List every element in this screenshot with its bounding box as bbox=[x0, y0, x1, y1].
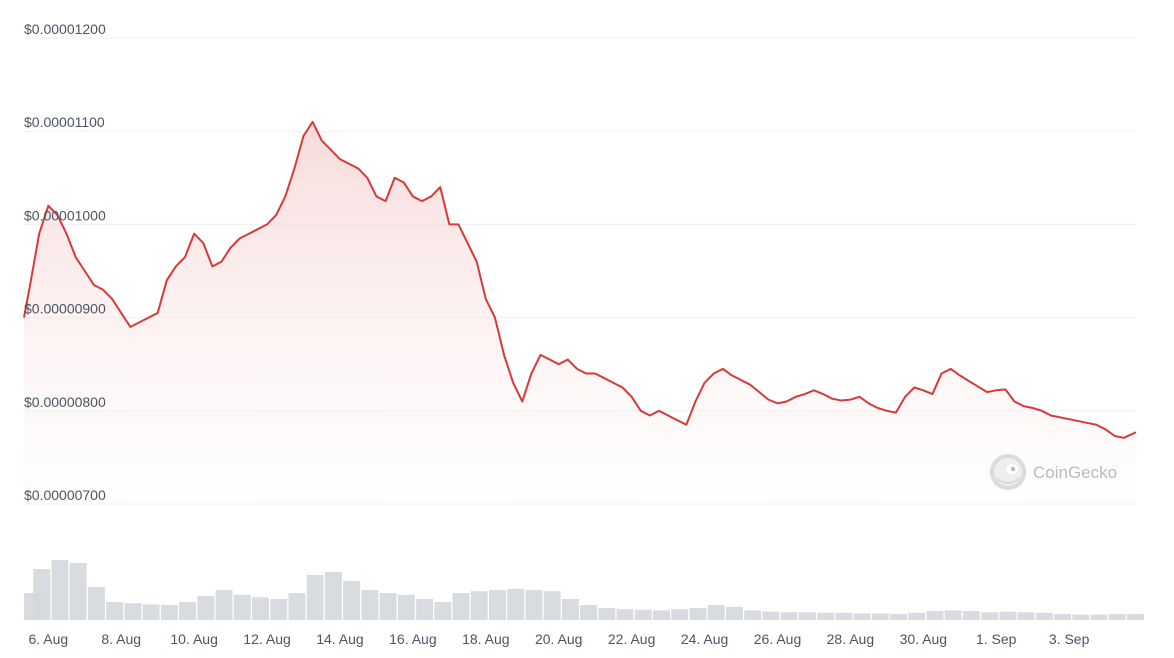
volume-bar bbox=[233, 594, 251, 620]
y-axis-ticks: $0.00001200 $0.00001100 $0.00001000 $0.0000… bbox=[24, 21, 106, 503]
x-tick-label: 16. Aug bbox=[389, 631, 437, 647]
volume-bar bbox=[653, 610, 671, 620]
volume-bar bbox=[507, 588, 525, 620]
volume-bar bbox=[343, 581, 361, 620]
volume-bar bbox=[270, 599, 288, 620]
x-tick-label: 1. Sep bbox=[976, 631, 1017, 647]
volume-bar bbox=[106, 602, 124, 620]
volume-bar bbox=[452, 593, 470, 620]
volume-bar bbox=[1072, 614, 1090, 620]
volume-bar bbox=[853, 613, 871, 620]
volume-bar bbox=[616, 609, 634, 620]
y-tick-label: $0.00001000 bbox=[24, 207, 106, 223]
volume-bar bbox=[871, 613, 889, 620]
volume-bar bbox=[197, 596, 215, 620]
x-tick-label: 10. Aug bbox=[170, 631, 218, 647]
volume-bar bbox=[215, 590, 233, 620]
volume-bar bbox=[981, 612, 999, 620]
x-tick-label: 22. Aug bbox=[608, 631, 656, 647]
volume-bar bbox=[397, 594, 415, 620]
volume-bar bbox=[762, 611, 780, 620]
volume-bar bbox=[634, 609, 652, 620]
y-tick-label: $0.00001200 bbox=[24, 21, 106, 37]
volume-bar bbox=[1127, 614, 1144, 620]
volume-bar bbox=[1035, 612, 1053, 620]
volume-bar bbox=[69, 563, 87, 620]
coingecko-logo-icon bbox=[990, 454, 1026, 490]
price-line bbox=[23, 120, 1137, 439]
volume-bar bbox=[689, 608, 707, 620]
volume-bar bbox=[962, 611, 980, 620]
coingecko-watermark: CoinGecko bbox=[990, 454, 1117, 490]
volume-bars bbox=[24, 560, 1144, 620]
x-tick-label: 26. Aug bbox=[754, 631, 802, 647]
volume-bar bbox=[580, 605, 598, 620]
volume-bar bbox=[725, 606, 743, 620]
volume-bar bbox=[671, 609, 689, 620]
volume-bar bbox=[999, 611, 1017, 620]
watermark-text: CoinGecko bbox=[1033, 463, 1117, 482]
volume-bar bbox=[306, 575, 324, 620]
volume-bar bbox=[87, 587, 105, 620]
volume-bar bbox=[525, 590, 543, 620]
volume-bar bbox=[798, 612, 816, 620]
volume-bar bbox=[434, 602, 452, 620]
volume-bar bbox=[890, 614, 907, 620]
price-area-fill bbox=[24, 121, 1136, 504]
volume-bar bbox=[160, 605, 178, 620]
volume-bar bbox=[598, 608, 616, 620]
volume-bar bbox=[142, 604, 160, 620]
volume-bar bbox=[288, 593, 306, 620]
y-tick-label: $0.00000700 bbox=[24, 487, 106, 503]
y-tick-label: $0.00001100 bbox=[24, 114, 105, 130]
volume-bar bbox=[470, 591, 488, 620]
x-tick-label: 14. Aug bbox=[316, 631, 364, 647]
x-tick-label: 18. Aug bbox=[462, 631, 510, 647]
volume-bar bbox=[1090, 614, 1108, 620]
volume-bar bbox=[780, 612, 798, 620]
volume-bar bbox=[488, 590, 506, 620]
volume-bar bbox=[1108, 614, 1126, 620]
x-tick-label: 28. Aug bbox=[827, 631, 875, 647]
volume-bar bbox=[416, 599, 434, 620]
volume-bar bbox=[33, 569, 51, 620]
x-axis-ticks: 6. Aug 8. Aug 10. Aug 12. Aug 14. Aug 16. Aug… bbox=[28, 631, 1089, 647]
x-tick-label: 12. Aug bbox=[243, 631, 291, 647]
volume-bar bbox=[835, 612, 853, 620]
volume-bar bbox=[908, 612, 926, 620]
volume-bar bbox=[179, 602, 197, 620]
x-tick-label: 6. Aug bbox=[28, 631, 68, 647]
x-tick-label: 30. Aug bbox=[900, 631, 948, 647]
x-tick-label: 24. Aug bbox=[681, 631, 729, 647]
volume-bar bbox=[707, 605, 725, 620]
volume-bar bbox=[561, 599, 579, 620]
price-area bbox=[24, 121, 1136, 504]
volume-bar bbox=[1054, 614, 1072, 620]
volume-bar bbox=[124, 603, 142, 620]
volume-bar bbox=[543, 591, 561, 620]
x-tick-label: 3. Sep bbox=[1049, 631, 1090, 647]
x-tick-label: 20. Aug bbox=[535, 631, 583, 647]
price-series bbox=[23, 120, 1137, 439]
volume-bar bbox=[361, 590, 379, 620]
volume-bar bbox=[926, 611, 944, 620]
volume-bar bbox=[744, 610, 762, 620]
y-tick-label: $0.00000800 bbox=[24, 394, 106, 410]
x-tick-label: 8. Aug bbox=[101, 631, 141, 647]
volume-bar bbox=[252, 597, 269, 620]
volume-bar bbox=[379, 593, 397, 620]
volume-bar bbox=[51, 560, 69, 620]
volume-bar bbox=[1017, 612, 1035, 620]
y-tick-label: $0.00000900 bbox=[24, 301, 106, 317]
volume-bar bbox=[817, 612, 835, 620]
volume-bar bbox=[324, 572, 342, 620]
volume-bar bbox=[944, 610, 962, 620]
